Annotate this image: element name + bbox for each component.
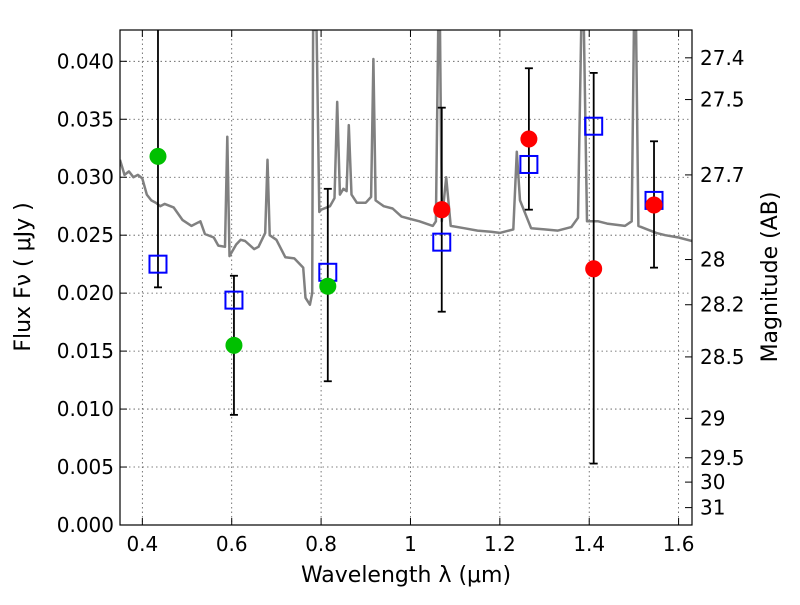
model-square-marker (519, 154, 539, 174)
y2-tick-label: 28.2 (700, 293, 745, 317)
y2-tick-label: 28.5 (700, 345, 745, 369)
plot-frame (119, 29, 693, 526)
y2-tick-label: 27.4 (700, 46, 745, 70)
x-tick-label: 1.2 (484, 532, 516, 556)
x-tick-label: 0.4 (126, 532, 158, 556)
y-tick-label: 0.040 (57, 49, 114, 73)
y-tick-label: 0.000 (57, 513, 114, 537)
observed-point-marker (433, 201, 451, 219)
x-tick-label: 1.4 (573, 532, 605, 556)
y-tick-label: 0.015 (57, 339, 114, 363)
observed-point-marker (645, 196, 663, 214)
y-tick-label: 0.020 (57, 281, 114, 305)
x-ticks: 0.4 0.6 0.8 1 1.2 1.4 1.6 (126, 30, 695, 556)
observed-point-marker (225, 336, 243, 354)
y2-tick-label: 31 (700, 496, 725, 520)
y2-tick-label: 28 (700, 248, 725, 272)
observed-point-marker (520, 130, 538, 148)
model-square-marker (432, 232, 452, 252)
y-tick-label: 0.035 (57, 107, 114, 131)
y-tick-label: 0.010 (57, 397, 114, 421)
x-tick-label: 0.8 (305, 532, 337, 556)
observed-point-marker (149, 147, 167, 165)
y2-tick-label: 30 (700, 470, 725, 494)
y-axis-label: Flux Fν ( μJy ) (11, 202, 36, 351)
y-tick-label: 0.025 (57, 223, 114, 247)
model-squares (148, 116, 664, 310)
y-ticks: 0.000 0.005 0.010 0.015 0.020 0.025 0.030 0.035… (57, 49, 127, 537)
y2-tick-label: 27.5 (700, 88, 745, 112)
model-square-marker (148, 254, 168, 274)
x-tick-label: 1.6 (663, 532, 695, 556)
observed-point-marker (585, 260, 603, 278)
y2-axis-label: Magnitude (AB) (758, 192, 783, 363)
model-square-marker (224, 290, 244, 310)
y2-tick-label: 27.7 (700, 163, 745, 187)
y2-tick-label: 29.5 (700, 446, 745, 470)
grid (120, 30, 692, 526)
template-spectrum-line (120, 30, 692, 306)
observed-points (149, 130, 663, 354)
observed-point-marker (319, 277, 337, 295)
y-tick-label: 0.005 (57, 455, 114, 479)
x-tick-label: 0.6 (216, 532, 248, 556)
y-tick-label: 0.030 (57, 165, 114, 189)
template-spectrum (120, 30, 692, 306)
model-square-marker (584, 116, 604, 136)
x-axis-label: Wavelength λ (μm) (301, 563, 511, 588)
y2-tick-label: 29 (700, 406, 725, 430)
x-tick-label: 1 (404, 532, 417, 556)
